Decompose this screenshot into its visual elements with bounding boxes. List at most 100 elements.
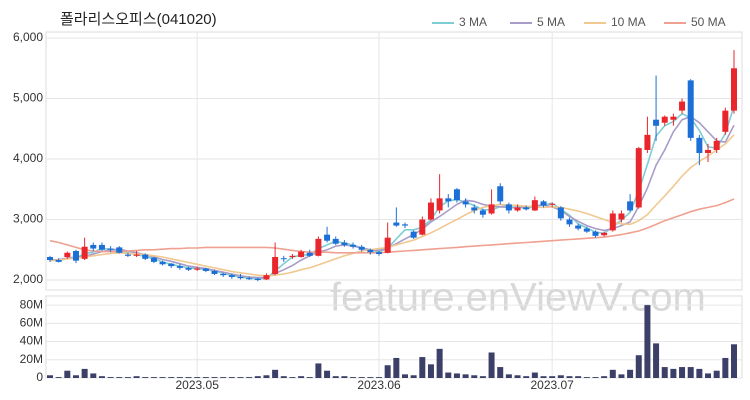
candle-body [497, 186, 504, 202]
volume-bar [107, 377, 114, 378]
candle-body [531, 200, 538, 211]
volume-bar [228, 377, 235, 378]
candle-body [401, 224, 408, 226]
volume-bar [306, 377, 313, 378]
y-tick-label: 0 [36, 370, 43, 384]
volume-bar [731, 344, 737, 378]
candle-body [427, 202, 434, 220]
volume-bar [202, 377, 209, 378]
candle-body [55, 260, 62, 262]
candle-body [583, 228, 590, 232]
candle-body [514, 207, 521, 211]
candle-body [98, 244, 105, 250]
volume-bar [237, 377, 244, 378]
y-tick-label: 3,000 [13, 212, 43, 226]
candle-body [445, 198, 452, 202]
candle-body [609, 213, 616, 231]
volume-bar [341, 376, 348, 378]
volume-bar [497, 367, 504, 378]
volume-bar [618, 374, 625, 378]
candle-body [705, 149, 712, 153]
volume-bar [384, 365, 391, 378]
volume-bar [583, 377, 590, 378]
candle-body [168, 263, 175, 267]
candle-body [306, 252, 313, 256]
volume-bar [98, 376, 105, 378]
y-tick-label: 2,000 [13, 272, 43, 286]
candle-body [592, 231, 599, 236]
candle-body [453, 189, 460, 201]
candle-body [324, 234, 331, 241]
candle-body [142, 254, 149, 259]
volume-bar [280, 376, 287, 378]
candle-body [90, 244, 97, 249]
volume-bar [462, 374, 469, 378]
candle-body [272, 257, 279, 274]
volume-bar [531, 372, 538, 378]
candle-body [618, 213, 625, 220]
volume-bar [705, 373, 712, 378]
x-tick-label: 2023.07 [530, 378, 574, 392]
candle-body [601, 232, 608, 236]
candle-body [350, 244, 357, 247]
volume-bar [601, 376, 608, 378]
candle-body [479, 210, 486, 215]
candle-body [194, 268, 201, 270]
volume-bar [635, 355, 642, 378]
volume-bar [150, 377, 157, 378]
candle-body [358, 246, 365, 250]
volume-bar [445, 372, 452, 378]
candle-body [462, 201, 469, 205]
candle-body [176, 266, 183, 268]
candle-body [627, 201, 634, 211]
candle-body [713, 140, 720, 150]
y-tick-label: 80M [20, 297, 43, 311]
candle-body [124, 254, 131, 256]
volume-bar [713, 370, 720, 378]
volume-bar [453, 373, 460, 378]
volume-bar [211, 377, 218, 378]
candle-body [653, 119, 660, 126]
candle-body [384, 237, 391, 253]
legend-label: 10 MA [611, 15, 646, 29]
candle-body [332, 238, 339, 244]
volume-bar [315, 363, 322, 378]
candle-body [263, 275, 270, 280]
candle-body [471, 207, 478, 211]
chart-title: 폴라리스오피스(041020) [60, 11, 217, 28]
y-tick-label: 60M [20, 316, 43, 330]
volume-bar [332, 376, 339, 378]
x-tick-label: 2023.06 [357, 378, 401, 392]
volume-bar [540, 376, 547, 378]
price-panel [45, 31, 743, 291]
volume-bar [410, 375, 417, 378]
candle-body [661, 116, 668, 123]
candle-body [254, 278, 261, 281]
y-tick-label: 20M [20, 352, 43, 366]
candle-body [202, 268, 209, 271]
candle-body [81, 246, 88, 259]
volume-bar [627, 369, 634, 378]
candle-body [410, 231, 417, 238]
volume-bar [679, 367, 686, 378]
volume-bar [324, 370, 331, 378]
volume-bar [72, 375, 79, 378]
volume-bar [427, 364, 434, 378]
candle-body [150, 257, 157, 262]
y-tick-label: 6,000 [13, 30, 43, 44]
candle-body [523, 207, 530, 210]
candle-body [367, 249, 374, 253]
candle-body [575, 225, 582, 229]
volume-bar [159, 377, 166, 378]
candle-body [298, 251, 305, 258]
candle-body [540, 201, 547, 206]
volume-bar [557, 375, 564, 378]
volume-bar [246, 377, 253, 378]
candle-body [107, 248, 114, 250]
volume-bar [64, 370, 71, 378]
candle-body [419, 219, 426, 235]
candle-body [505, 204, 512, 211]
candle-body [280, 258, 287, 260]
x-tick-label: 2023.05 [175, 378, 219, 392]
